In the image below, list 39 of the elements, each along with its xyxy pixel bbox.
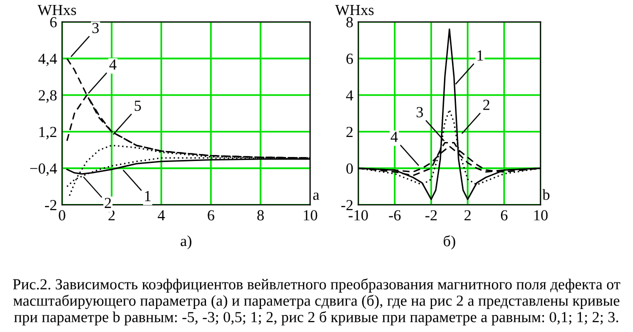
annotation: 3 [416,107,423,118]
annotation: 1 [478,50,483,60]
x-tick-label: 4 [158,210,165,220]
text: б) [444,235,456,250]
text: а) [180,235,192,250]
x-tick-label: -10 [348,210,368,220]
y-tick-label: 4 [346,90,354,100]
x-tick-label: 6 [208,210,214,220]
x-tick-label: 2 [464,210,471,220]
y-tick-label: 4,4 [38,54,57,66]
x-tick-label: 0 [58,210,66,220]
annotation: 2 [483,100,490,110]
annotation: 1 [145,190,151,202]
y-tick-label: 2,8 [38,90,57,103]
annotation: 2 [104,198,111,208]
annotation: 5 [134,100,141,111]
y-tick-label: -2 [341,200,353,210]
annotation: 4 [109,60,116,70]
x-tick-label: 6 [500,210,508,220]
y-tick-label: 8 [346,17,353,28]
x-tick-label: 10 [304,210,318,220]
x-tick-label: 8 [257,210,264,220]
x-tick-label: 10 [534,210,548,220]
y-axis-title: WHxs [335,4,374,16]
text: Рис.2. Зависимость коэффициентов вейвлетного преобразования магнитного поля дефекта от масштабирующего параметра (а) и параметра сдвига (б), где на рис 2 а представлены кривые при параметре b равным: -5, -3; 0,5; 1; 2, рис 2 б кривые при параметре a равным: 0,1; 1; 2; 3. [12,278,620,326]
x-tick-label: -6 [388,210,401,220]
y-tick-label: 0 [346,163,353,174]
y-tick-label: -2 [45,200,56,210]
annotation: 3 [92,22,99,34]
x-axis-title: a [313,192,320,200]
x-axis-title: b [542,189,550,200]
x-tick-label: -2 [425,210,437,220]
y-tick-label: 6 [50,17,57,28]
y-tick-label: 1,2 [39,126,56,140]
y-tick-label: −0,4 [30,163,57,176]
annotation: 4 [390,132,398,142]
y-axis-title: WHxs [38,4,76,16]
y-tick-label: 6 [346,54,353,64]
y-tick-label: 2 [346,126,353,137]
